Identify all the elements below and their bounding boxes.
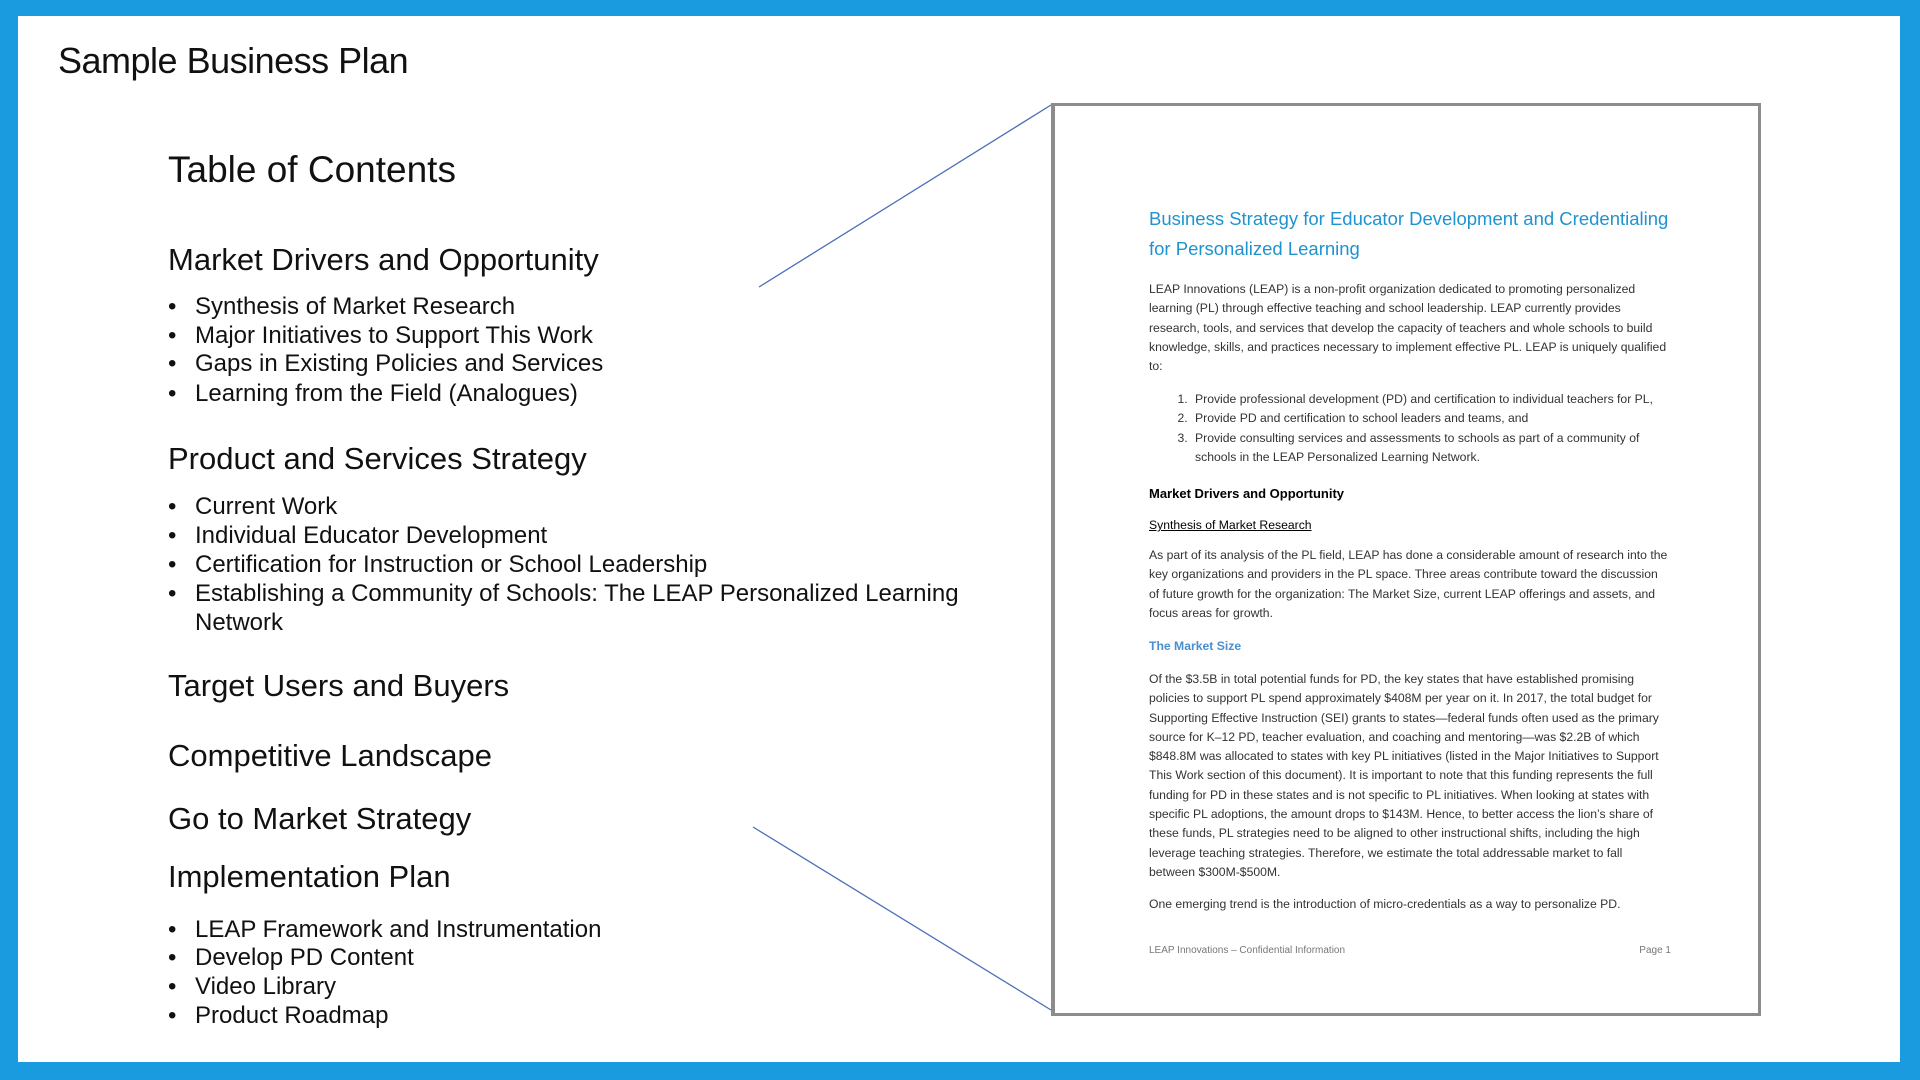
- paragraph: As part of its analysis of the PL field,…: [1149, 548, 1668, 620]
- bullet-icon: •: [168, 973, 177, 1000]
- subsection-heading-blue: The Market Size: [1149, 639, 1242, 653]
- bullet-icon: •: [168, 493, 177, 520]
- bullet-icon: •: [168, 551, 177, 578]
- toc-section-heading: Competitive Landscape: [168, 738, 492, 773]
- list-item: Provide professional development (PD) an…: [1191, 390, 1671, 409]
- bullet-icon: •: [168, 350, 177, 377]
- toc-item-label: Learning from the Field (Analogues): [195, 380, 578, 407]
- bullet-icon: •: [168, 522, 177, 549]
- toc-section-heading: Go to Market Strategy: [168, 801, 472, 836]
- bullet-icon: •: [168, 1002, 177, 1029]
- toc-section-heading: Product and Services Strategy: [168, 441, 587, 476]
- slide-title: Sample Business Plan: [58, 40, 409, 81]
- paragraph: One emerging trend is the introduction o…: [1149, 897, 1621, 911]
- toc-item-label: Current Work: [195, 493, 338, 520]
- toc-section-heading: Market Drivers and Opportunity: [168, 242, 599, 277]
- bullet-icon: •: [168, 380, 177, 407]
- subsection-heading: Synthesis of Market Research: [1149, 518, 1312, 532]
- bullet-icon: •: [168, 293, 177, 320]
- paragraph: Of the $3.5B in total potential funds fo…: [1149, 672, 1659, 879]
- bullet-icon: •: [168, 322, 177, 349]
- toc-item-label: Certification for Instruction or School …: [195, 551, 708, 578]
- toc-item-label: Establishing a Community of Schools: The…: [195, 580, 959, 607]
- footer-left: LEAP Innovations – Confidential Informat…: [1149, 945, 1346, 956]
- list-item: Provide PD and certification to school l…: [1191, 409, 1671, 428]
- toc-item-label: Develop PD Content: [195, 944, 414, 971]
- toc-section-heading: Implementation Plan: [168, 859, 451, 894]
- bullet-icon: •: [168, 580, 177, 607]
- qualification-list: Provide professional development (PD) an…: [1149, 390, 1671, 467]
- toc-item-label: LEAP Framework and Instrumentation: [195, 916, 602, 943]
- list-item: Provide consulting services and assessme…: [1191, 429, 1671, 468]
- section-heading: Market Drivers and Opportunity: [1149, 486, 1345, 501]
- footer-page-number: Page 1: [1639, 945, 1671, 956]
- toc-item-label: Network: [195, 609, 284, 636]
- toc-item-label: Gaps in Existing Policies and Services: [195, 350, 604, 377]
- toc-section-heading: Target Users and Buyers: [168, 668, 510, 703]
- document-title: Business Strategy for Educator Developme…: [1149, 208, 1669, 259]
- document-page: Business Strategy for Educator Developme…: [1051, 103, 1761, 1016]
- toc-item-label: Synthesis of Market Research: [195, 293, 516, 320]
- bullet-icon: •: [168, 944, 177, 971]
- toc-title: Table of Contents: [168, 149, 456, 190]
- intro-paragraph: LEAP Innovations (LEAP) is a non-profit …: [1149, 282, 1667, 374]
- toc-item-label: Major Initiatives to Support This Work: [195, 322, 593, 349]
- toc-item-label: Product Roadmap: [195, 1002, 389, 1029]
- toc-item-label: Video Library: [195, 973, 336, 1000]
- toc-item-label: Individual Educator Development: [195, 522, 548, 549]
- callout-line-top: [758, 104, 1052, 288]
- callout-line-bottom: [752, 826, 1052, 1011]
- bullet-icon: •: [168, 916, 177, 943]
